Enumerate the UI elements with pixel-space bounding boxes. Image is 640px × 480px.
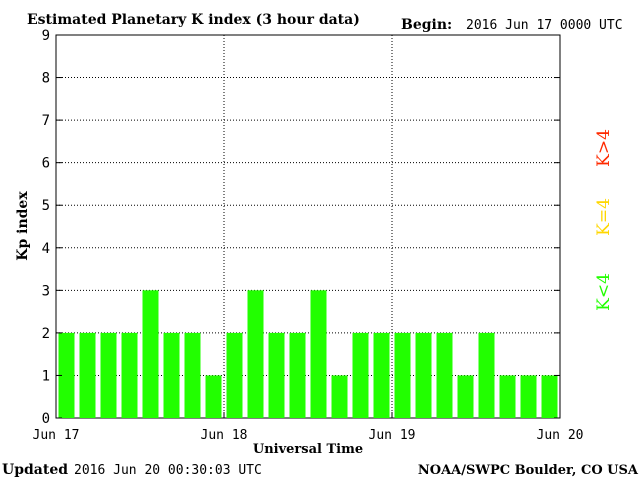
kp-bar <box>289 332 306 418</box>
grid-lines <box>56 35 560 418</box>
y-tick-label: 9 <box>42 28 50 44</box>
y-tick-label: 6 <box>42 156 50 172</box>
source-credit: NOAA/SWPC Boulder, CO USA <box>418 463 639 478</box>
updated-label: Updated <box>2 462 68 478</box>
kp-bar <box>205 375 222 418</box>
kp-bar <box>373 332 390 418</box>
kp-bar <box>226 332 243 418</box>
x-tick-label: Jun 18 <box>201 428 248 443</box>
y-tick-label: 1 <box>42 368 50 384</box>
kp-bar <box>478 332 495 418</box>
y-axis-label: Kp index <box>15 191 31 261</box>
x-axis-ticks: Jun 17 Jun 18 Jun 19 Jun 20 <box>33 412 584 443</box>
y-tick-label: 8 <box>42 71 50 87</box>
y-tick-label: 3 <box>42 283 50 299</box>
kp-bar <box>247 290 264 418</box>
kp-bar <box>499 375 516 418</box>
kp-bar <box>394 332 411 418</box>
x-axis-label: Universal Time <box>253 442 363 457</box>
chart-title: Estimated Planetary K index (3 hour data… <box>27 12 360 28</box>
kp-bar <box>436 332 453 418</box>
kp-bar <box>184 332 201 418</box>
x-tick-label: Jun 20 <box>537 428 584 443</box>
bar-series <box>58 290 558 418</box>
y-tick-label: 2 <box>42 326 50 342</box>
begin-value: 2016 Jun 17 0000 UTC <box>466 18 623 33</box>
kp-bar <box>520 375 537 418</box>
y-tick-label: 5 <box>42 198 50 214</box>
begin-label: Begin: <box>401 17 452 33</box>
x-tick-label: Jun 17 <box>33 428 80 443</box>
y-tick-label: 7 <box>42 113 50 129</box>
kp-bar <box>58 332 75 418</box>
legend-k-equal-4: K=4 <box>594 198 614 236</box>
y-tick-label: 4 <box>42 241 50 257</box>
kp-bar <box>142 290 159 418</box>
legend-k-below-4: K<4 <box>594 273 614 311</box>
kp-bar <box>79 332 96 418</box>
updated-value: 2016 Jun 20 00:30:03 UTC <box>74 463 262 478</box>
kp-bar <box>310 290 327 418</box>
kp-bar <box>352 332 369 418</box>
y-axis-ticks: 0 1 2 3 4 5 6 7 8 9 <box>42 28 560 427</box>
legend-k-above-4: K>4 <box>594 129 614 167</box>
kp-bar <box>457 375 474 418</box>
x-tick-label: Jun 19 <box>369 428 416 443</box>
kp-bar <box>100 332 117 418</box>
y-tick-label: 0 <box>42 411 50 427</box>
kp-bar <box>541 375 558 418</box>
kp-bar <box>121 332 138 418</box>
kp-bar <box>268 332 285 418</box>
plot-frame <box>55 34 561 419</box>
kp-bar <box>415 332 432 418</box>
kp-bar <box>331 375 348 418</box>
kp-bar <box>163 332 180 418</box>
